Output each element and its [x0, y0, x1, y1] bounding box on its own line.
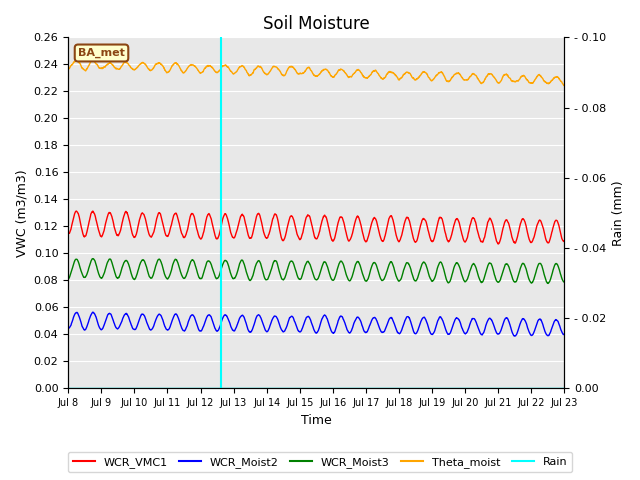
WCR_Moist3 [276, 271, 284, 277]
Y-axis label: VWC (m3/m3): VWC (m3/m3) [15, 169, 28, 257]
WCR_VMC1 [498, 232, 506, 238]
Line: Theta_moist: Theta_moist [68, 60, 564, 86]
Theta_moist [497, 77, 505, 83]
WCR_Moist3 [561, 279, 568, 285]
WCR_Moist3 [64, 276, 72, 282]
WCR_Moist2 [121, 312, 129, 317]
X-axis label: Time: Time [301, 414, 332, 427]
WCR_VMC1 [64, 230, 72, 236]
WCR_Moist2 [561, 332, 568, 337]
WCR_VMC1 [72, 208, 80, 214]
Rain [497, 385, 505, 391]
Rain [121, 385, 129, 391]
WCR_Moist2 [255, 312, 262, 318]
Rain [150, 385, 158, 391]
Theta_moist [73, 57, 81, 63]
Theta_moist [150, 63, 158, 69]
WCR_Moist2 [64, 325, 72, 331]
Title: Soil Moisture: Soil Moisture [263, 15, 370, 33]
WCR_Moist2 [276, 324, 284, 329]
Rain [276, 385, 284, 391]
Y-axis label: Rain (mm): Rain (mm) [612, 180, 625, 246]
WCR_VMC1 [276, 230, 284, 236]
WCR_Moist2 [551, 317, 559, 323]
WCR_Moist2 [511, 333, 519, 339]
Theta_moist [64, 66, 72, 72]
WCR_Moist3 [551, 262, 559, 267]
WCR_VMC1 [255, 210, 262, 216]
Theta_moist [551, 74, 559, 80]
WCR_VMC1 [494, 241, 502, 247]
Rain [561, 385, 568, 391]
Line: WCR_VMC1: WCR_VMC1 [68, 211, 564, 244]
WCR_Moist3 [255, 258, 262, 264]
WCR_Moist3 [497, 274, 505, 279]
Theta_moist [255, 63, 262, 69]
WCR_VMC1 [551, 218, 559, 224]
WCR_VMC1 [150, 227, 158, 233]
WCR_Moist3 [544, 281, 552, 287]
Theta_moist [276, 69, 284, 74]
WCR_Moist3 [90, 256, 97, 262]
Rain [551, 385, 559, 391]
WCR_Moist3 [121, 258, 129, 264]
WCR_VMC1 [561, 238, 568, 244]
WCR_VMC1 [121, 210, 129, 216]
WCR_Moist3 [150, 268, 158, 274]
Text: BA_met: BA_met [78, 48, 125, 58]
Line: WCR_Moist2: WCR_Moist2 [68, 312, 564, 336]
Theta_moist [121, 60, 129, 65]
Line: WCR_Moist3: WCR_Moist3 [68, 259, 564, 284]
WCR_Moist2 [497, 326, 505, 332]
WCR_Moist2 [89, 309, 97, 315]
Rain [64, 385, 72, 391]
WCR_Moist2 [150, 321, 158, 327]
Legend: WCR_VMC1, WCR_Moist2, WCR_Moist3, Theta_moist, Rain: WCR_VMC1, WCR_Moist2, WCR_Moist3, Theta_… [68, 452, 572, 472]
Rain [255, 385, 262, 391]
Theta_moist [561, 83, 568, 89]
